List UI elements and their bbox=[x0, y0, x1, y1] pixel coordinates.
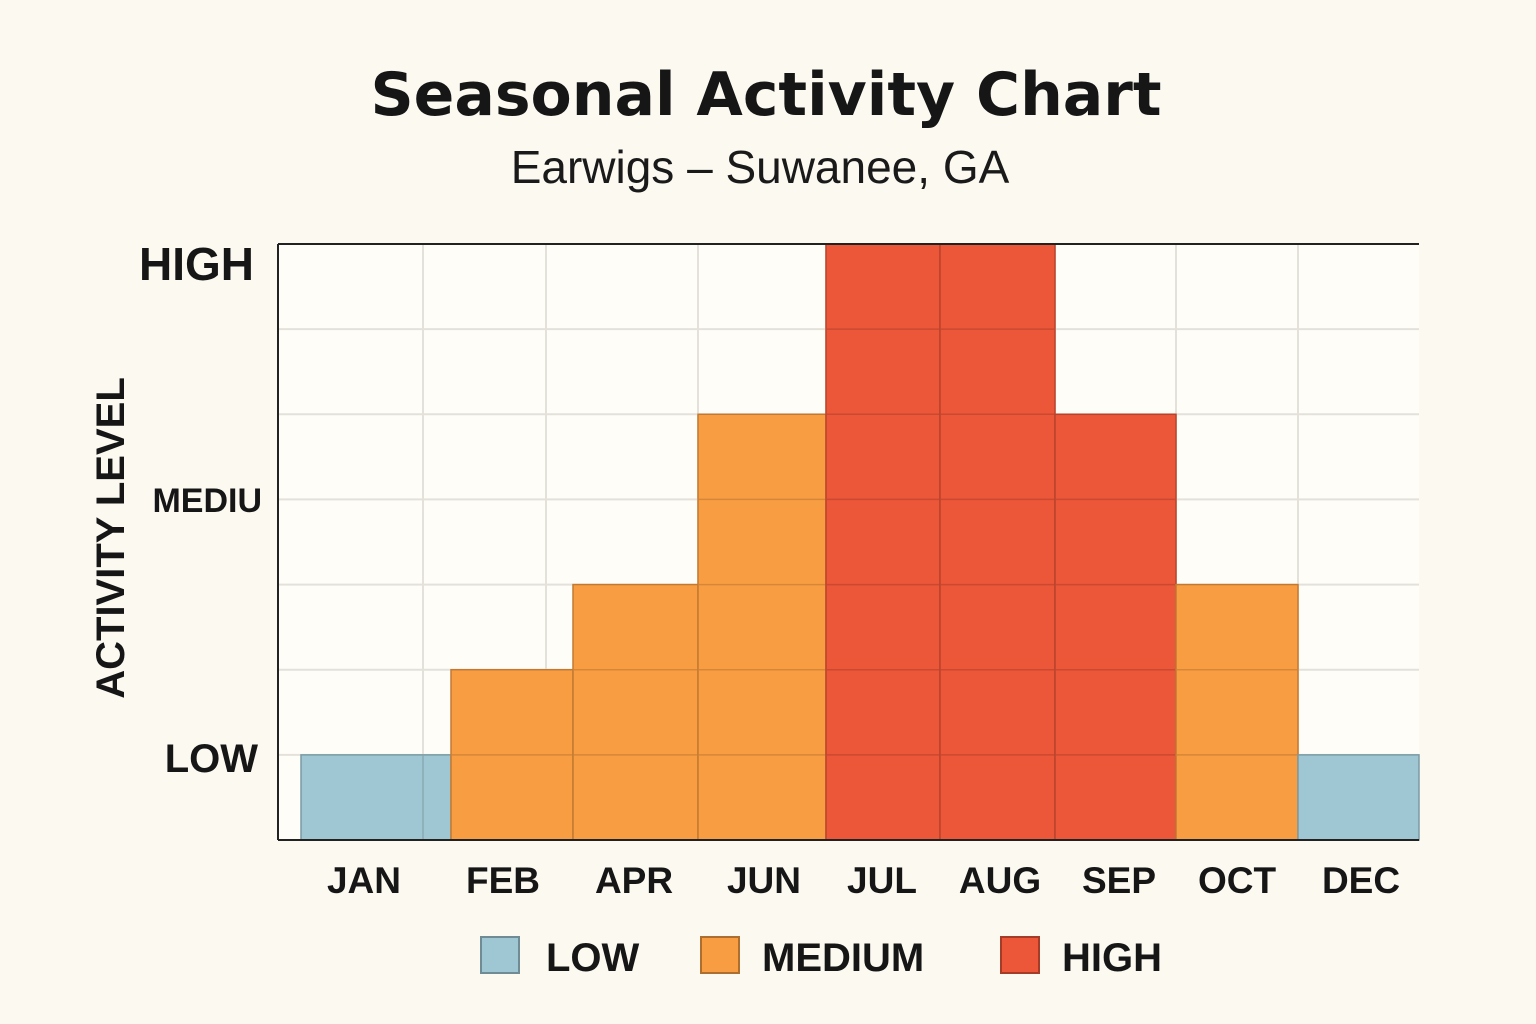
legend-swatch bbox=[480, 936, 520, 974]
bar-sep bbox=[1054, 413, 1177, 841]
y-tick-labels: LOW MEDIU HIGH bbox=[139, 238, 262, 781]
bar-jun bbox=[697, 413, 827, 841]
y-tick-high: HIGH bbox=[139, 238, 254, 290]
bar-fill bbox=[572, 583, 699, 841]
legend-label: MEDIUM bbox=[762, 936, 924, 980]
bar-fill bbox=[825, 243, 941, 841]
y-tick-mediu: MEDIU bbox=[152, 482, 262, 520]
bar-oct bbox=[1175, 583, 1299, 841]
chart-subtitle: Earwigs – Suwanee, GA bbox=[511, 141, 1010, 193]
x-tick-aug: AUG bbox=[959, 860, 1041, 901]
bar-fill bbox=[697, 413, 827, 841]
bar-jan bbox=[300, 754, 452, 841]
x-tick-jun: JUN bbox=[727, 860, 801, 901]
bar-jul bbox=[825, 243, 941, 841]
legend-item-high: HIGH bbox=[1000, 936, 1162, 980]
bar-feb bbox=[450, 668, 574, 841]
bar-fill bbox=[1054, 413, 1177, 841]
x-tick-jul: JUL bbox=[847, 860, 917, 901]
x-tick-jan: JAN bbox=[327, 860, 401, 901]
legend-swatch bbox=[1000, 936, 1040, 974]
y-axis-label: ACTIVITY LEVEL bbox=[89, 377, 133, 699]
bar-fill bbox=[939, 243, 1056, 841]
bar-dec bbox=[1297, 754, 1420, 841]
x-tick-dec: DEC bbox=[1322, 860, 1400, 901]
bar-fill bbox=[1175, 583, 1299, 841]
legend-item-low: LOW bbox=[480, 936, 640, 980]
legend-swatch bbox=[700, 936, 740, 974]
bar-fill bbox=[1297, 754, 1420, 841]
x-tick-sep: SEP bbox=[1082, 860, 1156, 901]
bars bbox=[300, 243, 1420, 841]
x-tick-feb: FEB bbox=[466, 860, 540, 901]
x-tick-labels: JAN FEB APR JUN JUL AUG SEP OCT DEC bbox=[327, 860, 1400, 901]
x-tick-oct: OCT bbox=[1198, 860, 1277, 901]
bar-aug bbox=[939, 243, 1056, 841]
legend: LOW MEDIUM HIGH bbox=[480, 936, 1162, 980]
y-tick-low: LOW bbox=[165, 737, 259, 781]
bar-apr bbox=[572, 583, 699, 841]
legend-item-medium: MEDIUM bbox=[700, 936, 924, 980]
chart-title: Seasonal Activity Chart bbox=[370, 60, 1161, 130]
bar-fill bbox=[300, 754, 452, 841]
legend-label: HIGH bbox=[1062, 936, 1162, 980]
legend-label: LOW bbox=[546, 936, 640, 980]
x-tick-apr: APR bbox=[595, 860, 673, 901]
